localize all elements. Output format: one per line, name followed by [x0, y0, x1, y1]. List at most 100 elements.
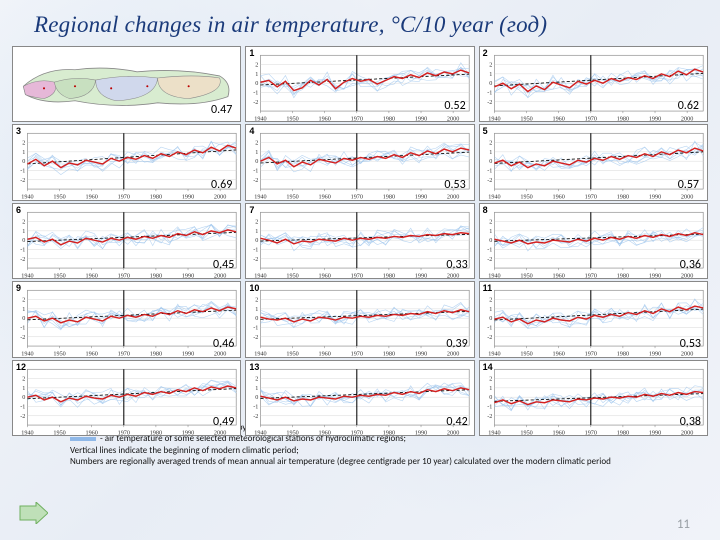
legend-text-4: Numbers are regionally averaged trends o…	[70, 456, 690, 467]
chart-panel-2: -2-1012194019501960197019801990200020.62	[479, 46, 708, 122]
svg-text:-2: -2	[254, 177, 259, 184]
svg-text:1960: 1960	[319, 429, 331, 435]
svg-text:1990: 1990	[648, 351, 660, 357]
svg-text:-2: -2	[254, 256, 259, 263]
svg-text:1940: 1940	[21, 351, 33, 357]
chart-panel-4: -2-1012194019501960197019801990200040.53	[245, 124, 474, 200]
chart-grid: 0.47-2-101219401950196019701980199020001…	[0, 46, 720, 416]
panel-number: 11	[483, 283, 493, 293]
svg-text:0: 0	[22, 315, 25, 322]
svg-text:1970: 1970	[584, 351, 596, 357]
svg-text:-2: -2	[20, 334, 25, 341]
svg-text:1970: 1970	[118, 351, 130, 357]
svg-text:-1: -1	[254, 90, 259, 97]
svg-text:1950: 1950	[287, 194, 299, 200]
svg-text:-2: -2	[20, 256, 25, 263]
svg-text:1940: 1940	[255, 351, 267, 357]
svg-text:-1: -1	[20, 246, 25, 253]
svg-text:-1: -1	[254, 325, 259, 332]
svg-text:1: 1	[256, 71, 259, 78]
svg-text:1980: 1980	[616, 194, 628, 200]
svg-text:1990: 1990	[182, 272, 194, 278]
svg-text:1980: 1980	[150, 351, 162, 357]
next-slide-button[interactable]	[18, 502, 48, 524]
svg-text:2000: 2000	[214, 272, 226, 278]
svg-text:-1: -1	[487, 246, 492, 253]
svg-text:1960: 1960	[319, 351, 331, 357]
svg-text:1960: 1960	[86, 429, 98, 435]
svg-text:2000: 2000	[447, 115, 459, 121]
chart-panel-12: -2-10121940195019601970198019902000120.4…	[12, 360, 241, 436]
svg-text:1970: 1970	[351, 429, 363, 435]
trend-value: 0.46	[213, 337, 234, 351]
chart-panel-3: -2-1012194019501960197019801990200030.69	[12, 124, 241, 200]
svg-text:-1: -1	[487, 90, 492, 97]
svg-text:1960: 1960	[319, 272, 331, 278]
svg-text:1960: 1960	[552, 272, 564, 278]
svg-text:-1: -1	[487, 403, 492, 410]
svg-text:-1: -1	[254, 246, 259, 253]
svg-text:2: 2	[489, 375, 492, 382]
panel-number: 14	[483, 362, 493, 372]
svg-text:1970: 1970	[351, 272, 363, 278]
svg-text:2: 2	[256, 218, 259, 225]
svg-text:0: 0	[256, 237, 259, 244]
panel-number: 12	[16, 362, 26, 372]
panel-number: 1	[249, 48, 254, 58]
chart-panel-5: -2-1012194019501960197019801990200050.57	[479, 124, 708, 200]
svg-text:1980: 1980	[616, 272, 628, 278]
svg-text:1: 1	[256, 306, 259, 313]
svg-text:1950: 1950	[287, 351, 299, 357]
svg-text:1960: 1960	[552, 115, 564, 121]
svg-text:-2: -2	[487, 177, 492, 184]
svg-text:1980: 1980	[150, 194, 162, 200]
chart-panel-10: -2-10121940195019601970198019902000100.3…	[245, 281, 474, 357]
trend-value: 0.52	[444, 99, 465, 113]
svg-text:1: 1	[489, 228, 492, 235]
svg-text:1940: 1940	[488, 429, 500, 435]
svg-text:0: 0	[256, 80, 259, 87]
panel-number: 10	[249, 283, 259, 293]
panel-number: 4	[249, 126, 254, 136]
trend-value: 0.45	[213, 258, 234, 272]
svg-text:1940: 1940	[488, 115, 500, 121]
svg-text:1940: 1940	[21, 272, 33, 278]
svg-text:2000: 2000	[214, 429, 226, 435]
svg-text:1990: 1990	[415, 194, 427, 200]
trend-value: 0.36	[680, 258, 701, 272]
svg-text:-1: -1	[254, 168, 259, 175]
svg-text:2000: 2000	[447, 194, 459, 200]
svg-text:1990: 1990	[415, 429, 427, 435]
svg-text:1980: 1980	[150, 429, 162, 435]
svg-text:2: 2	[489, 218, 492, 225]
svg-text:1980: 1980	[383, 351, 395, 357]
svg-text:1990: 1990	[415, 272, 427, 278]
svg-text:1950: 1950	[520, 351, 532, 357]
svg-text:1940: 1940	[255, 115, 267, 121]
svg-text:1980: 1980	[383, 429, 395, 435]
trend-value: 0.49	[213, 415, 234, 429]
map-panel: 0.47	[12, 46, 241, 122]
page-title: Regional changes in air temperature, °C/…	[0, 0, 720, 46]
svg-text:-2: -2	[20, 177, 25, 184]
svg-text:2: 2	[489, 140, 492, 147]
chart-panel-13: -2-10121940195019601970198019902000130.4…	[245, 360, 474, 436]
chart-panel-1: -2-1012194019501960197019801990200010.52	[245, 46, 474, 122]
svg-text:2000: 2000	[681, 194, 693, 200]
svg-text:0: 0	[489, 80, 492, 87]
svg-text:1980: 1980	[383, 194, 395, 200]
svg-text:1950: 1950	[287, 429, 299, 435]
svg-text:1980: 1980	[383, 115, 395, 121]
trend-value: 0.57	[678, 178, 699, 192]
svg-text:1990: 1990	[648, 194, 660, 200]
trend-value: 0.69	[211, 178, 232, 192]
svg-text:-2: -2	[487, 412, 492, 419]
chart-panel-8: -2-1012194019501960197019801990200080.36	[479, 203, 708, 279]
svg-text:1970: 1970	[584, 272, 596, 278]
svg-text:1950: 1950	[520, 194, 532, 200]
svg-text:2: 2	[256, 375, 259, 382]
svg-text:2000: 2000	[447, 272, 459, 278]
svg-text:1970: 1970	[351, 194, 363, 200]
svg-text:1960: 1960	[319, 194, 331, 200]
svg-text:2000: 2000	[214, 351, 226, 357]
